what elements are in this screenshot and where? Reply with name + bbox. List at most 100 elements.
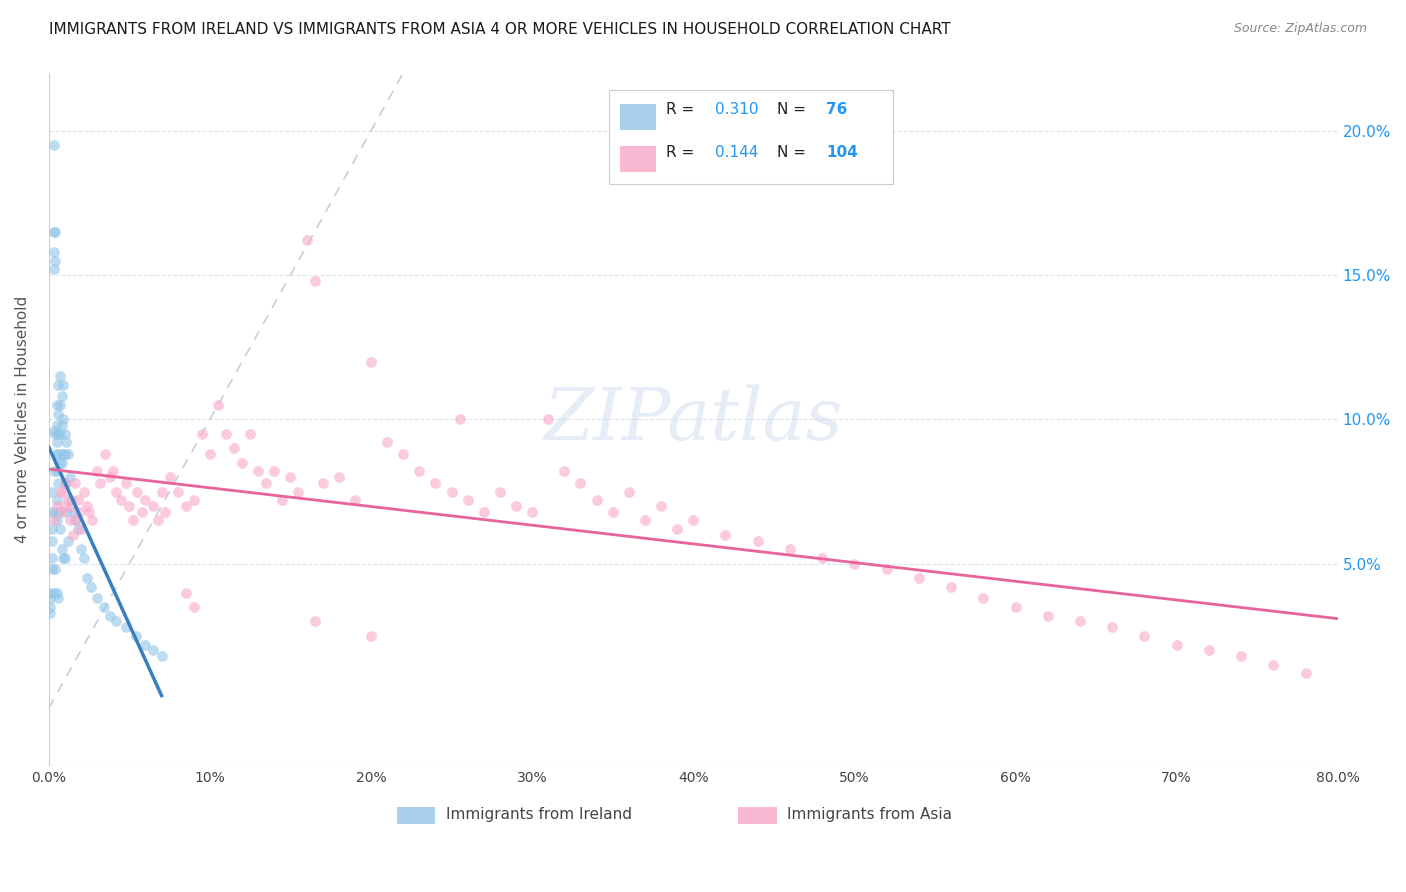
Point	[127, 484, 149, 499]
Point	[53, 499, 76, 513]
Point	[65, 513, 87, 527]
Point	[41, 522, 63, 536]
Point	[48, 377, 70, 392]
Text: Immigrants from Ireland: Immigrants from Ireland	[446, 806, 631, 822]
Point	[105, 615, 128, 629]
Point	[45, 585, 67, 599]
Point	[159, 470, 181, 484]
Point	[53, 447, 76, 461]
Point	[56, 493, 79, 508]
Point	[425, 475, 447, 490]
Point	[183, 493, 205, 508]
Point	[76, 499, 98, 513]
Point	[73, 550, 96, 565]
Text: 76: 76	[827, 103, 848, 117]
Point	[42, 138, 65, 153]
Text: R =: R =	[666, 103, 699, 117]
Point	[908, 571, 931, 585]
Point	[844, 557, 866, 571]
Point	[48, 505, 70, 519]
Point	[105, 484, 128, 499]
Point	[449, 412, 471, 426]
Point	[1069, 615, 1091, 629]
Point	[93, 600, 115, 615]
Point	[73, 484, 96, 499]
Point	[569, 475, 592, 490]
Point	[682, 513, 704, 527]
Point	[62, 505, 84, 519]
Point	[287, 484, 309, 499]
Point	[1133, 629, 1156, 643]
Point	[45, 418, 67, 433]
Point	[48, 447, 70, 461]
Point	[66, 493, 89, 508]
Point	[48, 591, 70, 606]
Point	[617, 484, 640, 499]
Point	[51, 456, 73, 470]
Point	[650, 499, 672, 513]
Point	[42, 262, 65, 277]
Point	[56, 533, 79, 548]
Point	[45, 398, 67, 412]
Point	[66, 522, 89, 536]
Point	[876, 562, 898, 576]
FancyBboxPatch shape	[620, 104, 655, 130]
Point	[714, 528, 737, 542]
Point	[49, 522, 72, 536]
Point	[150, 484, 173, 499]
Point	[41, 533, 63, 548]
Point	[183, 600, 205, 615]
Point	[70, 522, 93, 536]
Point	[121, 513, 143, 527]
Point	[94, 447, 117, 461]
Point	[45, 499, 67, 513]
Point	[53, 475, 76, 490]
Point	[148, 513, 170, 527]
Point	[811, 550, 834, 565]
Point	[86, 591, 108, 606]
Text: 0.310: 0.310	[716, 103, 759, 117]
Point	[408, 464, 430, 478]
Point	[174, 499, 197, 513]
Point	[1101, 620, 1123, 634]
Point	[489, 484, 512, 499]
Point	[537, 412, 560, 426]
Point	[472, 505, 495, 519]
Point	[39, 600, 62, 615]
Point	[52, 550, 75, 565]
Point	[1295, 666, 1317, 681]
Point	[98, 608, 121, 623]
Point	[51, 505, 73, 519]
Point	[134, 638, 156, 652]
Point	[60, 499, 83, 513]
Text: IMMIGRANTS FROM IRELAND VS IMMIGRANTS FROM ASIA 4 OR MORE VEHICLES IN HOUSEHOLD : IMMIGRANTS FROM IRELAND VS IMMIGRANTS FR…	[49, 22, 950, 37]
Point	[131, 505, 153, 519]
Point	[55, 435, 77, 450]
Point	[1166, 638, 1188, 652]
Text: N =: N =	[778, 103, 811, 117]
Point	[42, 513, 65, 527]
FancyBboxPatch shape	[620, 145, 655, 172]
Point	[51, 542, 73, 557]
Point	[48, 407, 70, 421]
Point	[520, 505, 543, 519]
Point	[62, 528, 84, 542]
Y-axis label: 4 or more Vehicles in Household: 4 or more Vehicles in Household	[15, 296, 30, 543]
Point	[45, 464, 67, 478]
Point	[44, 426, 66, 441]
Point	[304, 274, 326, 288]
Point	[207, 398, 229, 412]
Point	[52, 412, 75, 426]
Point	[1263, 657, 1285, 672]
Point	[125, 629, 148, 643]
Point	[82, 513, 104, 527]
Point	[59, 513, 82, 527]
Point	[45, 435, 67, 450]
Point	[41, 484, 63, 499]
Point	[328, 470, 350, 484]
Point	[939, 580, 962, 594]
Point	[55, 475, 77, 490]
Point	[49, 369, 72, 384]
Point	[174, 585, 197, 599]
Point	[118, 499, 141, 513]
